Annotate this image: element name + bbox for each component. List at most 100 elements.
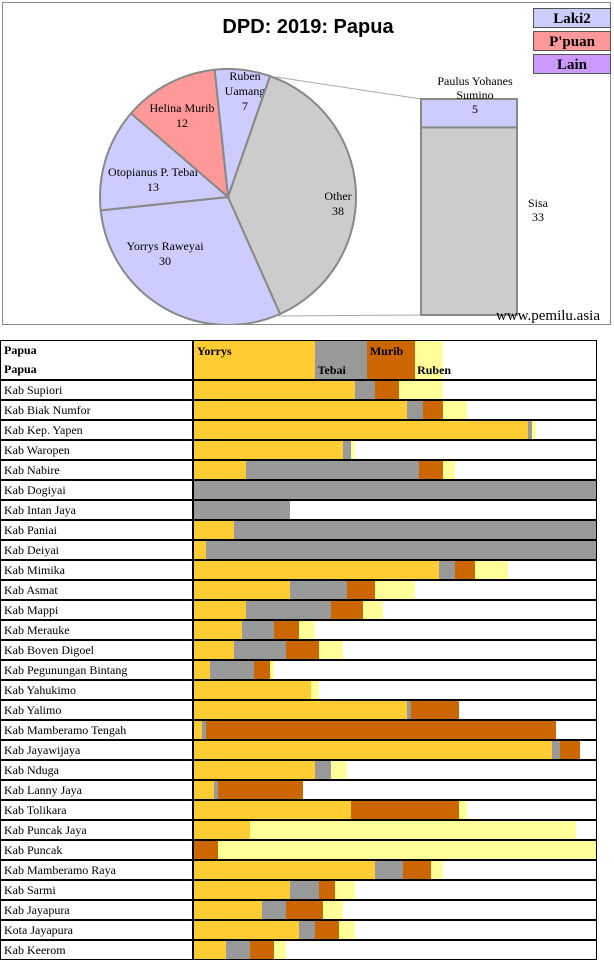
bar-segment-ruben <box>310 681 319 699</box>
bar-segment-yorrys <box>194 881 291 899</box>
row-name-kab-merauke: Kab Merauke <box>0 620 193 640</box>
bar-segment-yorrys <box>194 521 235 539</box>
row-bar-kab-boven-digoel <box>193 640 597 660</box>
row-name-kab-mimika: Kab Mimika <box>0 560 193 580</box>
row-bar-kab-lanny-jaya <box>193 780 597 800</box>
pie-slice-yorrys-raweyai <box>99 195 282 325</box>
pie-label-ruben-uamang-2: 7 <box>242 99 248 113</box>
bar-segment-yorrys <box>194 581 291 599</box>
pie-slice-otopianus-p-tebai <box>99 111 231 212</box>
bar-segment-yorrys <box>194 741 552 759</box>
row-bar-kab-paniai <box>193 520 597 540</box>
row-name-kab-jayawijaya: Kab Jayawijaya <box>0 740 193 760</box>
row-bar-kab-jayapura <box>193 900 597 920</box>
bar-segment-murib <box>286 641 319 659</box>
bar-segment-tebai <box>194 501 291 519</box>
table-row: Kab Tolikara <box>0 800 597 820</box>
row-name-kab-intan-jaya: Kab Intan Jaya <box>0 500 193 520</box>
pie-label-helina-murib-1: 12 <box>176 116 188 130</box>
connector-bottom <box>275 314 422 317</box>
table-row: Kab Biak Numfor <box>0 400 597 420</box>
row-bar-kab-deiyai <box>193 540 597 560</box>
bar-segment-ruben <box>334 881 355 899</box>
bar-segment-yorrys <box>194 441 343 459</box>
watermark: www.pemilu.asia <box>496 308 600 324</box>
bar-segment-murib <box>350 801 460 819</box>
bar-segment-tebai <box>439 561 456 579</box>
pie-label-yorrys-raweyai-0: Yorrys Raweyai <box>126 239 204 253</box>
header-label-tebai: Tebai <box>317 363 346 377</box>
bar-segment-murib <box>411 701 460 719</box>
table-row: Kab Paniai <box>0 520 597 540</box>
bar-segment-yorrys <box>194 561 440 579</box>
row-bar-kab-mappi <box>193 600 597 620</box>
breakout-label-3: Sisa <box>528 196 549 210</box>
row-bar-kab-sarmi <box>193 880 597 900</box>
pie-label-ruben-uamang-1: Uamang <box>225 84 266 98</box>
breakout-label-2: 5 <box>472 102 478 116</box>
table-row: Kab Intan Jaya <box>0 500 597 520</box>
bar-segment-ruben <box>362 601 383 619</box>
bar-segment-yorrys <box>194 721 203 739</box>
row-bar-kab-nduga <box>193 760 597 780</box>
bar-segment-murib <box>318 881 335 899</box>
table-row: Kab Keerom <box>0 940 597 960</box>
row-bar-kab-kep-yapen <box>193 420 597 440</box>
row-bar-kab-yalimo <box>193 700 597 720</box>
bar-segment-yorrys <box>194 821 251 839</box>
bar-segment-tebai <box>407 401 424 419</box>
table-row: Kab Nabire <box>0 460 597 480</box>
pie-label-otopianus-p-tebai-0: Otopianus P. Tebai <box>108 165 199 179</box>
row-bar-kab-mamberamo-raya <box>193 860 597 880</box>
pie-label-other-1: 38 <box>332 204 344 218</box>
bar-segment-yorrys <box>194 681 311 699</box>
pie-label-other-0: Other <box>324 189 351 203</box>
row-name-kab-nduga: Kab Nduga <box>0 760 193 780</box>
bar-segment-tebai <box>226 941 251 959</box>
bar-segment-yorrys <box>194 601 247 619</box>
legend-ppuan: P'puan <box>533 31 611 51</box>
bar-segment-tebai <box>242 621 275 639</box>
row-name-kab-supiori: Kab Supiori <box>0 380 193 400</box>
bar-segment-ruben <box>350 441 355 459</box>
bar-segment-yorrys <box>194 401 408 419</box>
breakout-label-0: Paulus Yohanes <box>437 74 513 88</box>
pie-chart-title: DPD: 2019: Papua <box>222 16 394 38</box>
table-row: Kab Yalimo <box>0 700 597 720</box>
bar-segment-tebai <box>246 601 331 619</box>
header-segment-tebai <box>314 341 367 379</box>
bar-segment-yorrys <box>194 901 263 919</box>
row-name-kab-tolikara: Kab Tolikara <box>0 800 193 820</box>
table-row: Kab Puncak <box>0 840 597 860</box>
row-name-kab-waropen: Kab Waropen <box>0 440 193 460</box>
bar-segment-ruben <box>531 421 536 439</box>
bar-segment-ruben <box>330 761 347 779</box>
bar-segment-ruben <box>298 621 315 639</box>
bar-segment-ruben <box>459 801 468 819</box>
bar-segment-tebai <box>314 761 331 779</box>
row-name-kab-mappi: Kab Mappi <box>0 600 193 620</box>
row-name-kab-pegunungan-bintang: Kab Pegunungan Bintang <box>0 660 193 680</box>
row-bar-kab-merauke <box>193 620 597 640</box>
pie-slice-helina-murib <box>129 68 230 200</box>
table-row: Kab Kep. Yapen <box>0 420 597 440</box>
bar-segment-yorrys <box>194 641 235 659</box>
row-bar-kab-dogiyai <box>193 480 597 500</box>
table-row: Kab Lanny Jaya <box>0 780 597 800</box>
bar-segment-yorrys <box>194 621 243 639</box>
bar-segment-tebai <box>551 741 560 759</box>
bar-segment-murib <box>250 941 275 959</box>
bar-segment-yorrys <box>194 921 299 939</box>
row-name-kota-jayapura: Kota Jayapura <box>0 920 193 940</box>
bar-segment-yorrys <box>194 701 408 719</box>
table-row: Kab Nduga <box>0 760 597 780</box>
table-row: Kab Mamberamo Tengah <box>0 720 597 740</box>
header-province-2: Papua <box>4 362 37 376</box>
table-row: Kab Deiyai <box>0 540 597 560</box>
row-name-kab-asmat: Kab Asmat <box>0 580 193 600</box>
bar-segment-yorrys <box>194 661 211 679</box>
legend-laki2: Laki2 <box>533 8 611 28</box>
bar-segment-murib <box>314 921 339 939</box>
